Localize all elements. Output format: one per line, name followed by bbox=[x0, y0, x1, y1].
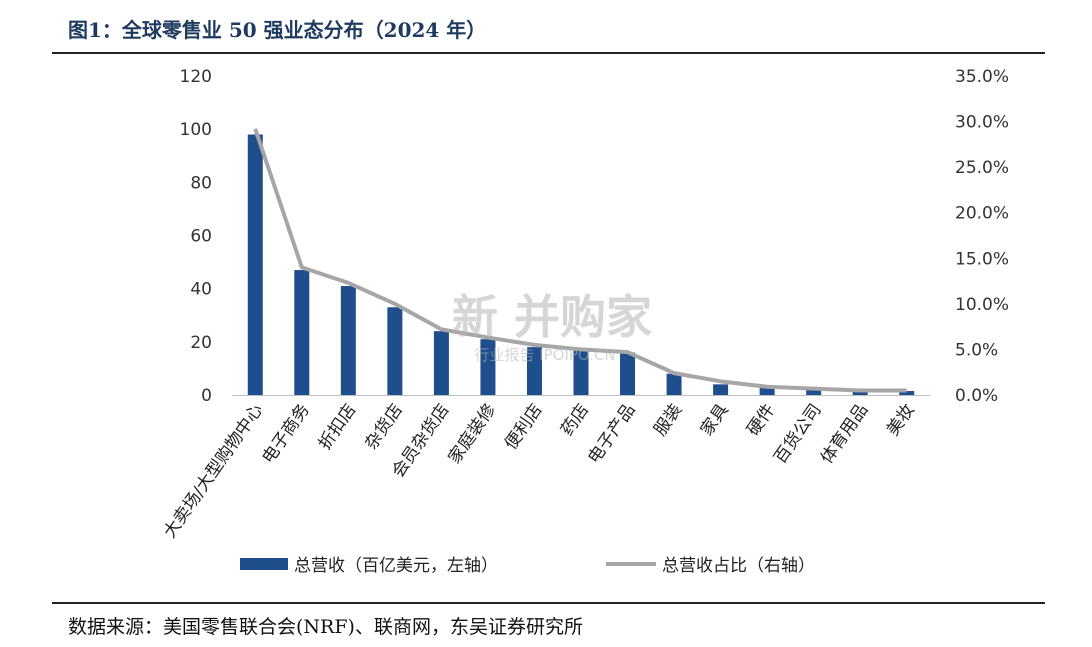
bar bbox=[573, 349, 589, 395]
watermark-subtext: 行业报告 IPOIPO.CN bbox=[474, 346, 615, 364]
x-category-label: 体育用品 bbox=[817, 400, 872, 467]
chart-title: 图1：全球零售业 50 强业态分布（2024 年） bbox=[68, 18, 487, 42]
x-category-label: 药店 bbox=[557, 400, 593, 439]
y-left-tick-label: 120 bbox=[180, 67, 212, 87]
y-right-tick-label: 15.0% bbox=[955, 249, 1009, 269]
x-category-label: 便利店 bbox=[501, 400, 547, 453]
bar bbox=[852, 391, 868, 395]
legend-bar-swatch bbox=[240, 558, 288, 570]
bar bbox=[340, 286, 356, 395]
top-rule bbox=[52, 52, 1045, 54]
legend-bar-label: 总营收（百亿美元，左轴） bbox=[294, 556, 498, 576]
y-right-tick-label: 30.0% bbox=[955, 113, 1009, 133]
y-right-tick-label: 25.0% bbox=[955, 158, 1009, 178]
x-category-label: 电子产品 bbox=[584, 400, 639, 467]
x-category-label: 硬件 bbox=[743, 400, 779, 439]
bar bbox=[247, 134, 263, 395]
x-category-label: 大卖场/大型购物中心 bbox=[160, 400, 267, 541]
y-left-tick-label: 60 bbox=[190, 227, 212, 247]
x-category-label: 折扣店 bbox=[315, 400, 361, 453]
y-right-tick-label: 20.0% bbox=[955, 204, 1009, 224]
x-category-label: 电子商务 bbox=[259, 400, 314, 467]
x-category-label: 杂货店 bbox=[361, 400, 407, 453]
y-right-tick-label: 10.0% bbox=[955, 295, 1009, 315]
y-left-tick-label: 0 bbox=[201, 386, 212, 406]
x-category-label: 家具 bbox=[697, 400, 733, 439]
watermark-text: 新 并购家 bbox=[452, 290, 652, 344]
x-category-label: 美妆 bbox=[883, 400, 919, 439]
bar bbox=[294, 270, 310, 395]
chart: 0 20 40 60 80 100 120 0.0% 5.0% 10.0% 15.0% 20.0% 25… bbox=[160, 67, 1009, 576]
legend-line-label: 总营收占比（右轴） bbox=[662, 556, 815, 576]
bar bbox=[526, 347, 542, 395]
bar bbox=[899, 391, 915, 395]
y-right-tick-label: 5.0% bbox=[955, 340, 998, 360]
y-left-tick-label: 20 bbox=[190, 333, 212, 353]
bar bbox=[806, 389, 822, 395]
bar bbox=[620, 352, 636, 395]
y-right-tick-label: 35.0% bbox=[955, 67, 1009, 87]
bar bbox=[480, 339, 496, 395]
y-left-tick-label: 40 bbox=[190, 280, 212, 300]
bar bbox=[713, 384, 729, 395]
bar bbox=[666, 373, 682, 395]
bottom-rule bbox=[52, 602, 1045, 604]
x-category-label: 家庭装修 bbox=[445, 400, 500, 467]
source-note: 数据来源：美国零售联合会(NRF)、联商网，东吴证券研究所 bbox=[68, 616, 583, 638]
x-category-label: 服装 bbox=[650, 400, 686, 439]
y-left-tick-label: 80 bbox=[190, 173, 212, 193]
bar bbox=[387, 307, 403, 395]
bar bbox=[433, 331, 449, 395]
y-left-tick-label: 100 bbox=[180, 120, 212, 140]
y-right-tick-label: 0.0% bbox=[955, 386, 998, 406]
bar bbox=[759, 387, 775, 395]
